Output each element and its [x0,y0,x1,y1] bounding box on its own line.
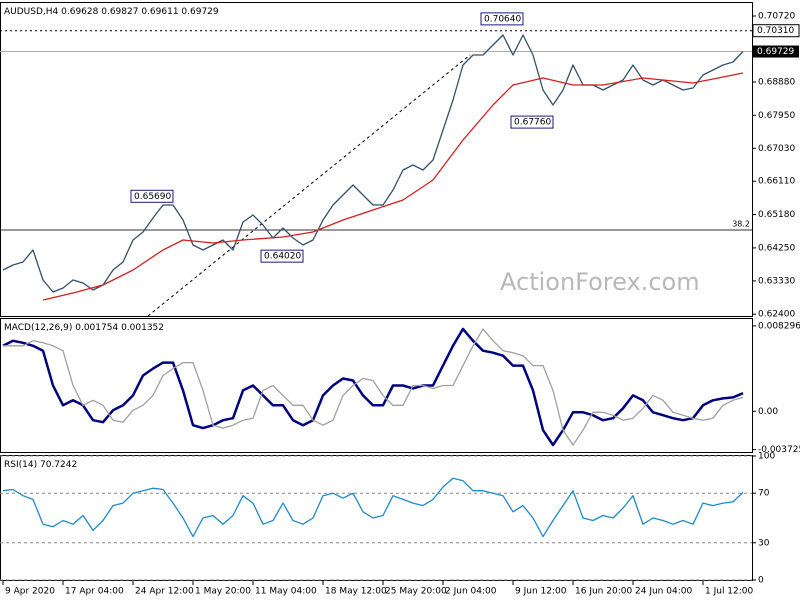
y-tick-label: 0.67030 [758,144,795,154]
price-box [753,45,799,58]
y-tick-label: 0.64250 [758,243,795,253]
y-tick-label: 0.63330 [758,276,795,286]
x-tick-label: 9 Jun 12:00 [515,587,567,597]
rsi-panel [0,455,753,581]
y-tick-label: 0 [758,576,764,586]
x-tick-label: 11 May 04:00 [255,587,317,597]
y-tick-label: 100 [758,452,775,462]
level-label: 0.70310 [757,26,794,36]
fib-label: 38.2 [732,219,750,228]
y-tick-label: 0.65180 [758,210,795,220]
y-tick-label: 0.62400 [758,310,795,320]
header-title: MACD(12,26,9) [4,323,72,333]
series-line [42,72,744,301]
header-value: 0.69827 [101,7,138,17]
watermark: ActionForex.com [500,268,700,296]
x-tick-label: 24 Apr 12:00 [135,587,194,597]
annotation-box [260,249,304,263]
y-tick-label: 0.00 [758,407,778,417]
y-tick-label: 0.67950 [758,111,795,121]
y-tick-label: 0.66110 [758,177,795,187]
header-title: AUDUSD,H4 [4,7,59,17]
price-panel [0,2,753,317]
x-tick-label: 16 Jun 20:00 [575,587,632,597]
x-tick-label: 1 May 20:00 [195,587,251,597]
panel-header: MACD(12,26,9) 0.001754 0.001352 [4,323,164,333]
y-tick-label: 30 [758,538,770,548]
annotation-label: 0.67760 [514,118,551,128]
x-tick-label: 17 Apr 04:00 [65,587,124,597]
x-tick-label: 1 Jul 12:00 [705,587,754,597]
header-value: 0.69611 [141,7,178,17]
annotation-label: 0.64020 [264,252,301,262]
x-tick-label: 2 Jun 04:00 [445,587,497,597]
annotation-label: 0.65690 [134,192,171,202]
y-tick-label: 70 [758,489,770,499]
x-tick-label: 9 Apr 2020 [5,587,55,597]
y-tick-label: 0.70720 [758,12,795,22]
panel-header: RSI(14) 70.7242 [4,460,77,470]
header-title: RSI(14) [4,460,37,470]
header-value: 0.001352 [121,323,164,333]
panel-header: AUDUSD,H4 0.69628 0.69827 0.69611 0.6972… [4,7,219,17]
level-box [752,24,800,38]
annotation-box [480,12,524,26]
header-value: 70.7242 [40,460,77,470]
header-value: 0.69729 [181,7,218,17]
series-line [2,327,744,447]
annotation-box [510,115,554,129]
annotation-label: 0.70640 [484,14,521,24]
x-tick-label: 24 Jun 04:00 [635,587,692,597]
header-value: 0.001754 [75,323,118,333]
y-tick-label: 0.008296 [758,321,800,331]
price-label: 0.69729 [757,47,794,57]
series-line [3,328,744,446]
y-tick-label: -0.003725 [758,445,800,455]
x-tick-label: 25 May 20:00 [385,587,447,597]
header-value: 0.69628 [61,7,98,17]
annotation-box [130,189,174,203]
series-line [2,477,744,538]
y-tick-label: 0.68880 [758,77,795,87]
x-tick-label: 18 May 12:00 [325,587,387,597]
